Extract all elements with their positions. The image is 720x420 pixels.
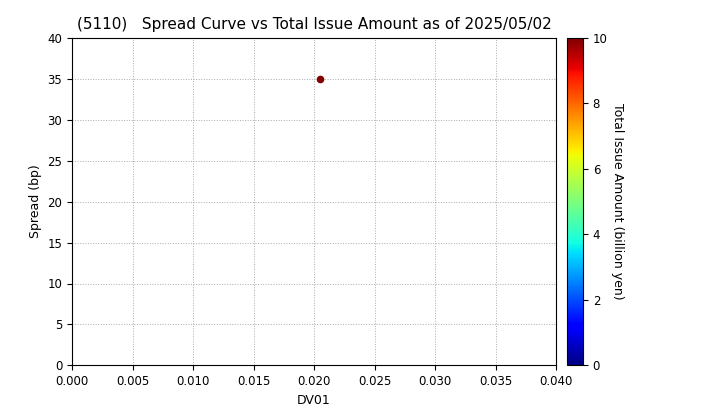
Title: (5110)   Spread Curve vs Total Issue Amount as of 2025/05/02: (5110) Spread Curve vs Total Issue Amoun… xyxy=(77,18,552,32)
Y-axis label: Spread (bp): Spread (bp) xyxy=(29,165,42,239)
Y-axis label: Total Issue Amount (billion yen): Total Issue Amount (billion yen) xyxy=(611,103,624,300)
X-axis label: DV01: DV01 xyxy=(297,394,331,407)
Point xyxy=(315,75,326,82)
